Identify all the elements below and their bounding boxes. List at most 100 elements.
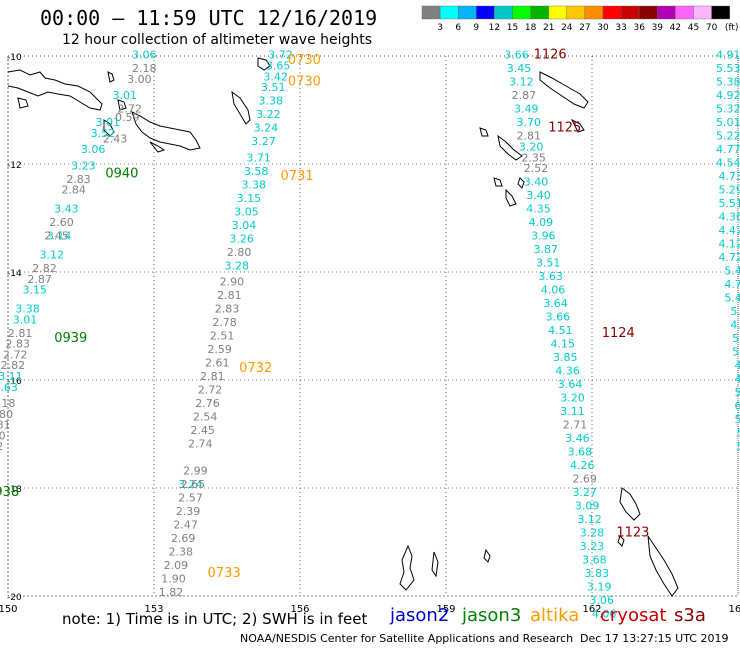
- wave-height-value: 5.22: [716, 130, 740, 143]
- colorbar: 3 6 9 12 15 18 21 24 27 30 33 36 39 42 45 70 (ft): [421, 5, 739, 33]
- coastline: [7, 69, 103, 111]
- colorbar-swatch: [675, 5, 694, 20]
- colorbar-swatch: [584, 5, 604, 20]
- wave-height-value: 3.64: [543, 297, 568, 310]
- pass-time-label: 0731: [281, 169, 314, 184]
- lon-tick-label: 165: [728, 604, 740, 615]
- wave-height-value: 4.36: [555, 365, 580, 378]
- wave-height-value: 3.01: [13, 313, 38, 326]
- legend-satellite: cryosat: [600, 605, 667, 626]
- wave-height-value: 2.62: [0, 440, 3, 453]
- wave-height-value: 3.15: [237, 192, 262, 205]
- wave-height-value: 3.72: [268, 49, 293, 62]
- wave-height-value: 1.81: [0, 419, 11, 432]
- wave-height-value: 0.59: [115, 111, 140, 124]
- wave-height-value: 2.38: [169, 546, 194, 559]
- colorbar-swatch: [512, 5, 531, 20]
- generated-timestamp: Dec 17 13:27:15 UTC 2019: [580, 632, 729, 645]
- wave-height-value: 2.72: [117, 103, 142, 116]
- coastline: [117, 99, 127, 111]
- coastline: [103, 119, 115, 137]
- pass-time-label: 0730: [288, 53, 321, 68]
- wave-height-value: 5: [732, 346, 739, 359]
- wave-height-value: 3.51: [536, 257, 561, 270]
- wave-height-value: 5.4: [724, 265, 740, 278]
- wave-height-value: 3.28: [580, 527, 605, 540]
- wave-height-value: 4.77: [716, 143, 740, 156]
- colorbar-tick-label: 24: [561, 23, 573, 33]
- colorbar-tick-label: 45: [688, 23, 699, 33]
- wave-height-value: 2.09: [164, 559, 189, 572]
- wave-height-value: 4.47: [718, 224, 740, 237]
- colorbar-swatch: [602, 5, 622, 20]
- wave-height-value: 4.72: [718, 251, 740, 264]
- wave-height-value: 3.38: [15, 303, 40, 316]
- wave-height-value: 5.4: [724, 292, 740, 305]
- wave-height-value: 2.80: [227, 246, 252, 259]
- wave-height-value: 3.38: [259, 95, 284, 108]
- wave-height-value: 3.24: [254, 122, 279, 135]
- pass-time-label: 1124: [602, 326, 635, 341]
- wave-height-value: 3.05: [234, 205, 259, 218]
- colorbar-swatch: [639, 5, 658, 20]
- wave-height-value: 2.45: [44, 230, 69, 243]
- wave-height-value: 3.09: [575, 500, 600, 513]
- wave-height-value: 2.39: [176, 505, 201, 518]
- wave-height-value: 3.27: [572, 486, 597, 499]
- coastline: [231, 90, 251, 125]
- wave-height-value: 3.51: [261, 81, 286, 94]
- wave-height-value: 3.49: [514, 103, 539, 116]
- colorbar-tick-label: 39: [652, 23, 664, 33]
- colorbar-swatch: [439, 5, 459, 20]
- coastline: [647, 535, 679, 597]
- lat-tick-label: -10: [7, 53, 22, 63]
- pass-time-label: 0939: [54, 331, 87, 346]
- wave-height-value: 2.47: [173, 519, 198, 532]
- wave-height-value: 5: [735, 413, 740, 426]
- wave-height-value: 4.7: [724, 278, 740, 291]
- colorbar-swatch: [476, 5, 495, 20]
- pass-time-label: 0732: [239, 361, 272, 376]
- wave-height-value: 4.35: [526, 203, 551, 216]
- wave-height-value: 2.69: [572, 473, 597, 486]
- pass-time-label: 0733: [208, 566, 241, 581]
- credit-line: NOAA/NESDIS Center for Satellite Applica…: [240, 632, 574, 645]
- wave-height-value: 3.83: [585, 567, 610, 580]
- colorbar-swatch: [548, 5, 568, 20]
- wave-height-value: 4.91: [716, 49, 740, 62]
- wave-height-value: 2.78: [212, 316, 237, 329]
- wave-height-value: 5: [732, 332, 739, 345]
- wave-height-value: 2.74: [188, 438, 213, 451]
- colorbar-tick-label: 9: [473, 23, 479, 33]
- wave-height-value: 2.83: [66, 173, 91, 186]
- wave-height-value: 3.11: [0, 370, 23, 383]
- wave-height-value: 4.51: [548, 324, 573, 337]
- wave-height-value: 2.18: [132, 62, 157, 75]
- wave-height-value: 3.71: [246, 151, 271, 164]
- wave-height-value: 2.87: [512, 89, 537, 102]
- coastline: [149, 141, 166, 153]
- page-subtitle: 12 hour collection of altimeter wave hei…: [62, 32, 373, 48]
- wave-height-value: 2.90: [220, 276, 245, 289]
- wave-height-value: 3.40: [526, 189, 551, 202]
- wave-height-value: 3.23: [71, 159, 96, 172]
- wave-height-value: 2.60: [49, 216, 74, 229]
- map-note: note: 1) Time is in UTC; 2) SWH is in fe…: [62, 610, 368, 628]
- legend-satellite: altika: [530, 605, 580, 626]
- wave-height-value: 2.84: [61, 184, 86, 197]
- pass-time-label: 0938: [0, 485, 19, 500]
- colorbar-unit: (ft): [725, 23, 739, 33]
- wave-height-value: 4.73: [718, 170, 740, 183]
- wave-height-value: 2.59: [207, 343, 232, 356]
- grid: 150 153 156 159 162 165 -10 -12 -14 -16 -18 -20: [0, 53, 740, 615]
- wave-height-value: 2.61: [205, 357, 230, 370]
- colorbar-swatch: [657, 5, 676, 20]
- wave-height-value: 1.80: [0, 408, 13, 421]
- wave-height-value: 3.27: [251, 135, 276, 148]
- pass-time-label: 1126: [534, 48, 567, 63]
- colorbar-tick-label: 30: [597, 23, 609, 33]
- wave-height-value: 5: [735, 386, 740, 399]
- wave-height-value: 4: [735, 359, 740, 372]
- legend-satellite: s3a: [674, 605, 706, 626]
- wave-height-value: 3.52: [91, 127, 116, 140]
